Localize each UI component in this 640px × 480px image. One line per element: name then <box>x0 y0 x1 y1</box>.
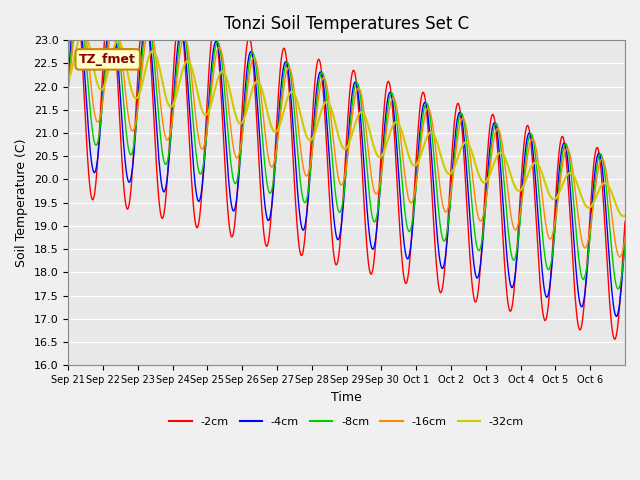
-2cm <box>436 289 444 295</box>
-4cm <box>612 313 620 319</box>
-32cm <box>621 213 629 218</box>
-8cm <box>614 286 621 292</box>
Line: -4cm: -4cm <box>68 1 625 316</box>
-8cm <box>436 220 444 226</box>
-32cm <box>282 103 289 108</box>
-2cm <box>64 52 72 58</box>
-4cm <box>260 195 268 201</box>
-8cm <box>131 140 138 145</box>
-16cm <box>233 155 241 161</box>
-8cm <box>64 86 72 92</box>
-16cm <box>76 4 84 10</box>
X-axis label: Time: Time <box>332 391 362 404</box>
-32cm <box>436 149 444 155</box>
-2cm <box>621 219 629 225</box>
-16cm <box>260 122 268 128</box>
-2cm <box>233 200 241 205</box>
-8cm <box>621 242 629 248</box>
-16cm <box>405 196 413 202</box>
-32cm <box>79 28 87 34</box>
Line: -8cm: -8cm <box>68 1 625 289</box>
-8cm <box>260 155 268 161</box>
Text: TZ_fmet: TZ_fmet <box>79 53 136 66</box>
-4cm <box>131 147 138 153</box>
-2cm <box>405 269 413 275</box>
-2cm <box>260 233 268 239</box>
-16cm <box>616 254 624 260</box>
Title: Tonzi Soil Temperatures Set C: Tonzi Soil Temperatures Set C <box>224 15 469 33</box>
-16cm <box>64 87 72 93</box>
-4cm <box>621 237 629 243</box>
-32cm <box>405 153 413 158</box>
-32cm <box>620 213 627 219</box>
-32cm <box>233 115 241 121</box>
-4cm <box>405 254 413 260</box>
-2cm <box>131 138 138 144</box>
-32cm <box>260 95 268 101</box>
-4cm <box>64 79 72 85</box>
-8cm <box>74 0 82 4</box>
-2cm <box>611 336 619 342</box>
Line: -32cm: -32cm <box>68 31 625 216</box>
-16cm <box>621 235 629 241</box>
-8cm <box>282 64 289 70</box>
-8cm <box>233 179 241 184</box>
-4cm <box>436 257 444 263</box>
Line: -2cm: -2cm <box>68 0 625 339</box>
-8cm <box>405 228 413 234</box>
-32cm <box>64 77 72 83</box>
-4cm <box>282 59 289 65</box>
-2cm <box>282 48 289 54</box>
-16cm <box>131 126 138 132</box>
Line: -16cm: -16cm <box>68 7 625 257</box>
-32cm <box>131 94 138 100</box>
-4cm <box>233 196 241 202</box>
Y-axis label: Soil Temperature (C): Soil Temperature (C) <box>15 138 28 267</box>
-4cm <box>73 0 81 4</box>
-16cm <box>282 75 289 81</box>
-16cm <box>436 183 444 189</box>
Legend: -2cm, -4cm, -8cm, -16cm, -32cm: -2cm, -4cm, -8cm, -16cm, -32cm <box>165 412 528 431</box>
